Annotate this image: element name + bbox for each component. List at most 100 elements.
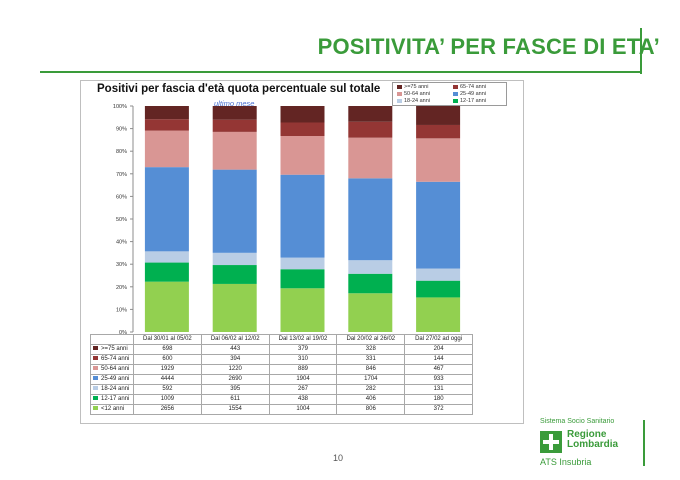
- table-row: 12-17 anni 1009 611 438 406 180: [90, 394, 473, 405]
- table-row: >=75 anni 698 443 379 328 204: [90, 344, 473, 355]
- bar-segment: [212, 252, 257, 266]
- lombardia-rose-icon: [540, 431, 562, 453]
- series-name: 25-49 anni: [101, 376, 130, 382]
- data-value: 443: [200, 344, 270, 355]
- data-value: 1009: [133, 394, 202, 405]
- title-vertical-rule: [640, 28, 642, 74]
- bar-segment: [348, 273, 393, 294]
- series-name: 12-17 anni: [101, 396, 130, 402]
- legend-swatch: [453, 99, 458, 103]
- data-value: 144: [404, 354, 473, 365]
- y-tick-label: 70%: [116, 172, 127, 178]
- data-value: 310: [268, 354, 338, 365]
- series-label: >=75 anni: [90, 344, 134, 355]
- logo-rule: [643, 420, 645, 466]
- legend-item: 12-17 anni: [453, 98, 486, 104]
- legend-label: >=75 anni: [404, 84, 429, 90]
- bar-segment: [280, 257, 325, 270]
- y-tick-label: 20%: [116, 285, 127, 291]
- data-value: 379: [268, 344, 338, 355]
- data-value: 406: [336, 394, 406, 405]
- chart-legend: >=75 anni 65-74 anni 50-64 anni 25-49 anni 1…: [392, 82, 507, 106]
- data-value: 372: [404, 404, 473, 415]
- legend-label: 65-74 anni: [460, 84, 486, 90]
- series-swatch: [93, 396, 98, 401]
- y-tick-label: 40%: [116, 240, 127, 246]
- data-value: 889: [268, 364, 338, 375]
- data-value: 1220: [200, 364, 270, 375]
- data-value: 1554: [200, 404, 270, 415]
- series-label: 25-49 anni: [90, 374, 134, 385]
- y-tick-label: 60%: [116, 194, 127, 200]
- bar-segment: [144, 106, 189, 120]
- data-value: 467: [404, 364, 473, 375]
- bar-segment: [144, 167, 189, 252]
- table-row: 18-24 anni 592 395 267 282 131: [90, 384, 473, 395]
- data-value: 180: [404, 394, 473, 405]
- bar-segment: [280, 106, 325, 123]
- bar-segment: [348, 121, 393, 138]
- series-name: >=75 anni: [101, 346, 128, 352]
- legend-label: 25-49 anni: [460, 91, 486, 97]
- bar-segment: [280, 122, 325, 136]
- data-value: 933: [404, 374, 473, 385]
- series-name: 18-24 anni: [101, 386, 130, 392]
- y-tick-label: 30%: [116, 262, 127, 268]
- bar-segment: [280, 135, 325, 175]
- data-value: 600: [133, 354, 202, 365]
- data-value: 611: [200, 394, 270, 405]
- legend-label: 18-24 anni: [404, 98, 430, 104]
- data-value: 846: [336, 364, 406, 375]
- bar-segment: [212, 119, 257, 132]
- data-value: 4444: [133, 374, 202, 385]
- legend-label: 12-17 anni: [460, 98, 486, 104]
- data-value: 438: [268, 394, 338, 405]
- series-swatch: [93, 346, 98, 351]
- bar-segment: [416, 124, 461, 139]
- category-label: Dal 30/01 al 05/02: [133, 334, 202, 345]
- data-value: 1929: [133, 364, 202, 375]
- series-name: <12 anni: [101, 406, 125, 412]
- bar-segment: [416, 268, 461, 281]
- data-value: 282: [336, 384, 406, 395]
- bar-segment: [416, 181, 461, 269]
- data-value: 592: [133, 384, 202, 395]
- y-tick-label: 90%: [116, 127, 127, 133]
- legend-item: 18-24 anni: [397, 98, 430, 104]
- series-swatch: [93, 376, 98, 381]
- y-tick-label: 80%: [116, 149, 127, 155]
- chart-data-table: Dal 30/01 al 05/02 Dal 06/02 al 12/02 Dal …: [90, 334, 473, 415]
- bar-segment: [144, 281, 189, 332]
- y-tick-label: 10%: [116, 307, 127, 313]
- series-label: 65-74 anni: [90, 354, 134, 365]
- data-value: 131: [404, 384, 473, 395]
- data-value: 806: [336, 404, 406, 415]
- logo-region-line2: Lombardia: [567, 439, 619, 450]
- data-value: 331: [336, 354, 406, 365]
- bar-segment: [416, 280, 461, 298]
- y-tick-label: 50%: [116, 217, 127, 223]
- bar-segment: [144, 251, 189, 263]
- logo-system-label: Sistema Socio Sanitario: [540, 418, 615, 425]
- series-label: <12 anni: [90, 404, 134, 415]
- logo-ats-label: ATS Insubria: [540, 457, 592, 467]
- y-tick-label: 100%: [113, 104, 127, 110]
- data-value: 2690: [200, 374, 270, 385]
- bar-segment: [280, 269, 325, 289]
- category-label: Dal 06/02 al 12/02: [200, 334, 270, 345]
- bar-segment: [212, 131, 257, 170]
- y-tick-label: 0%: [119, 330, 127, 336]
- legend-item: >=75 anni: [397, 84, 428, 90]
- chart-subtitle: ultimo mese: [214, 99, 255, 108]
- legend-item: 50-64 anni: [397, 91, 430, 97]
- title-horizontal-rule: [40, 71, 642, 73]
- legend-swatch: [397, 99, 402, 103]
- bar-segment: [348, 260, 393, 274]
- data-value: 1904: [268, 374, 338, 385]
- bar-segment: [348, 178, 393, 261]
- bar-segment: [348, 293, 393, 332]
- series-swatch: [93, 356, 98, 361]
- bar-segment: [348, 137, 393, 179]
- bar-segment: [280, 288, 325, 332]
- bar-segment: [212, 265, 257, 284]
